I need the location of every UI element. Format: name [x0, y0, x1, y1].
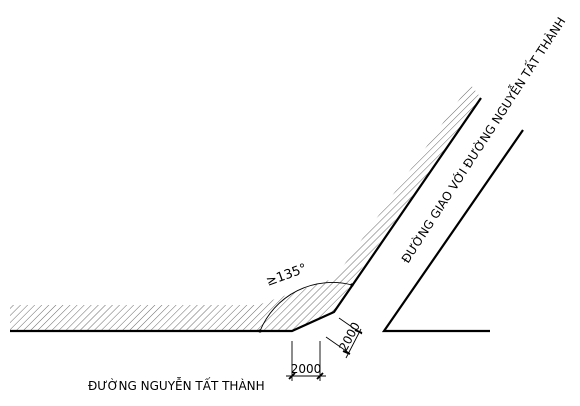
dimension-diagonal-label: 2000 — [336, 320, 363, 354]
dimension-diagonal — [325, 317, 363, 359]
angle-arc — [259, 282, 353, 332]
angle-label: ≥135° — [264, 261, 309, 290]
dimension-horizontal — [286, 341, 326, 381]
road-label-main: ĐƯỜNG NGUYỄN TẤT THÀNH — [88, 377, 265, 393]
property-boundary-line — [10, 97, 482, 333]
angle-arc-tick-end — [350, 283, 354, 287]
road-label-intersection: ĐƯỜNG GIAO VỚI ĐƯỜNG NGUYỄN TẤT THÀNH — [397, 14, 568, 266]
opposite-road-edge — [381, 129, 524, 333]
hatched-setback-area — [10, 84, 481, 331]
dimension-horizontal-label: 2000 — [291, 362, 322, 376]
angle-arc-tick-start — [258, 329, 262, 333]
